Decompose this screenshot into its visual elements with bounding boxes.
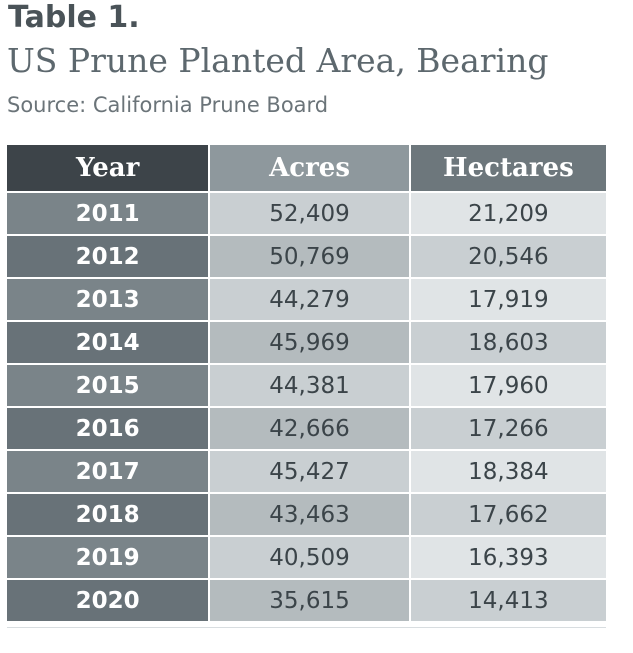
acres-cell: 45,427 xyxy=(210,451,411,494)
acres-cell: 50,769 xyxy=(210,236,411,279)
hectares-cell: 17,662 xyxy=(410,494,606,537)
table-row: 2013 44,279 17,919 xyxy=(7,279,606,322)
year-cell: 2016 xyxy=(7,408,211,451)
year-cell: 2020 xyxy=(7,580,211,623)
hectares-cell: 17,960 xyxy=(410,365,606,408)
table-header: Year Acres Hectares xyxy=(7,145,606,193)
hectares-cell: 17,266 xyxy=(410,408,606,451)
table-row: 2020 35,615 14,413 xyxy=(7,580,606,623)
table-header-row: Year Acres Hectares xyxy=(7,145,606,193)
hectares-cell: 21,209 xyxy=(410,193,606,236)
table-row: 2016 42,666 17,266 xyxy=(7,408,606,451)
data-table: Year Acres Hectares 2011 52,409 21,209 2… xyxy=(7,145,606,623)
year-cell: 2015 xyxy=(7,365,211,408)
year-cell: 2012 xyxy=(7,236,211,279)
year-cell: 2014 xyxy=(7,322,211,365)
table-row: 2015 44,381 17,960 xyxy=(7,365,606,408)
acres-cell: 43,463 xyxy=(210,494,411,537)
acres-cell: 44,381 xyxy=(210,365,411,408)
hectares-cell: 18,603 xyxy=(410,322,606,365)
hectares-cell: 20,546 xyxy=(410,236,606,279)
bottom-divider xyxy=(7,627,606,628)
table-row: 2017 45,427 18,384 xyxy=(7,451,606,494)
table-row: 2019 40,509 16,393 xyxy=(7,537,606,580)
hectares-cell: 14,413 xyxy=(410,580,606,623)
table-source: Source: California Prune Board xyxy=(7,93,329,117)
acres-cell: 44,279 xyxy=(210,279,411,322)
table-body: 2011 52,409 21,209 2012 50,769 20,546 20… xyxy=(7,193,606,623)
hectares-cell: 16,393 xyxy=(410,537,606,580)
hectares-cell: 17,919 xyxy=(410,279,606,322)
year-cell: 2019 xyxy=(7,537,211,580)
column-header-acres: Acres xyxy=(210,145,411,193)
table-row: 2011 52,409 21,209 xyxy=(7,193,606,236)
acres-cell: 35,615 xyxy=(210,580,411,623)
table-row: 2012 50,769 20,546 xyxy=(7,236,606,279)
table-title: US Prune Planted Area, Bearing xyxy=(7,41,549,80)
acres-cell: 45,969 xyxy=(210,322,411,365)
column-header-year: Year xyxy=(7,145,211,193)
acres-cell: 52,409 xyxy=(210,193,411,236)
hectares-cell: 18,384 xyxy=(410,451,606,494)
table-row: 2018 43,463 17,662 xyxy=(7,494,606,537)
table-label: Table 1. xyxy=(8,0,140,35)
year-cell: 2011 xyxy=(7,193,211,236)
acres-cell: 40,509 xyxy=(210,537,411,580)
table-row: 2014 45,969 18,603 xyxy=(7,322,606,365)
year-cell: 2018 xyxy=(7,494,211,537)
column-header-hectares: Hectares xyxy=(410,145,606,193)
year-cell: 2013 xyxy=(7,279,211,322)
acres-cell: 42,666 xyxy=(210,408,411,451)
year-cell: 2017 xyxy=(7,451,211,494)
